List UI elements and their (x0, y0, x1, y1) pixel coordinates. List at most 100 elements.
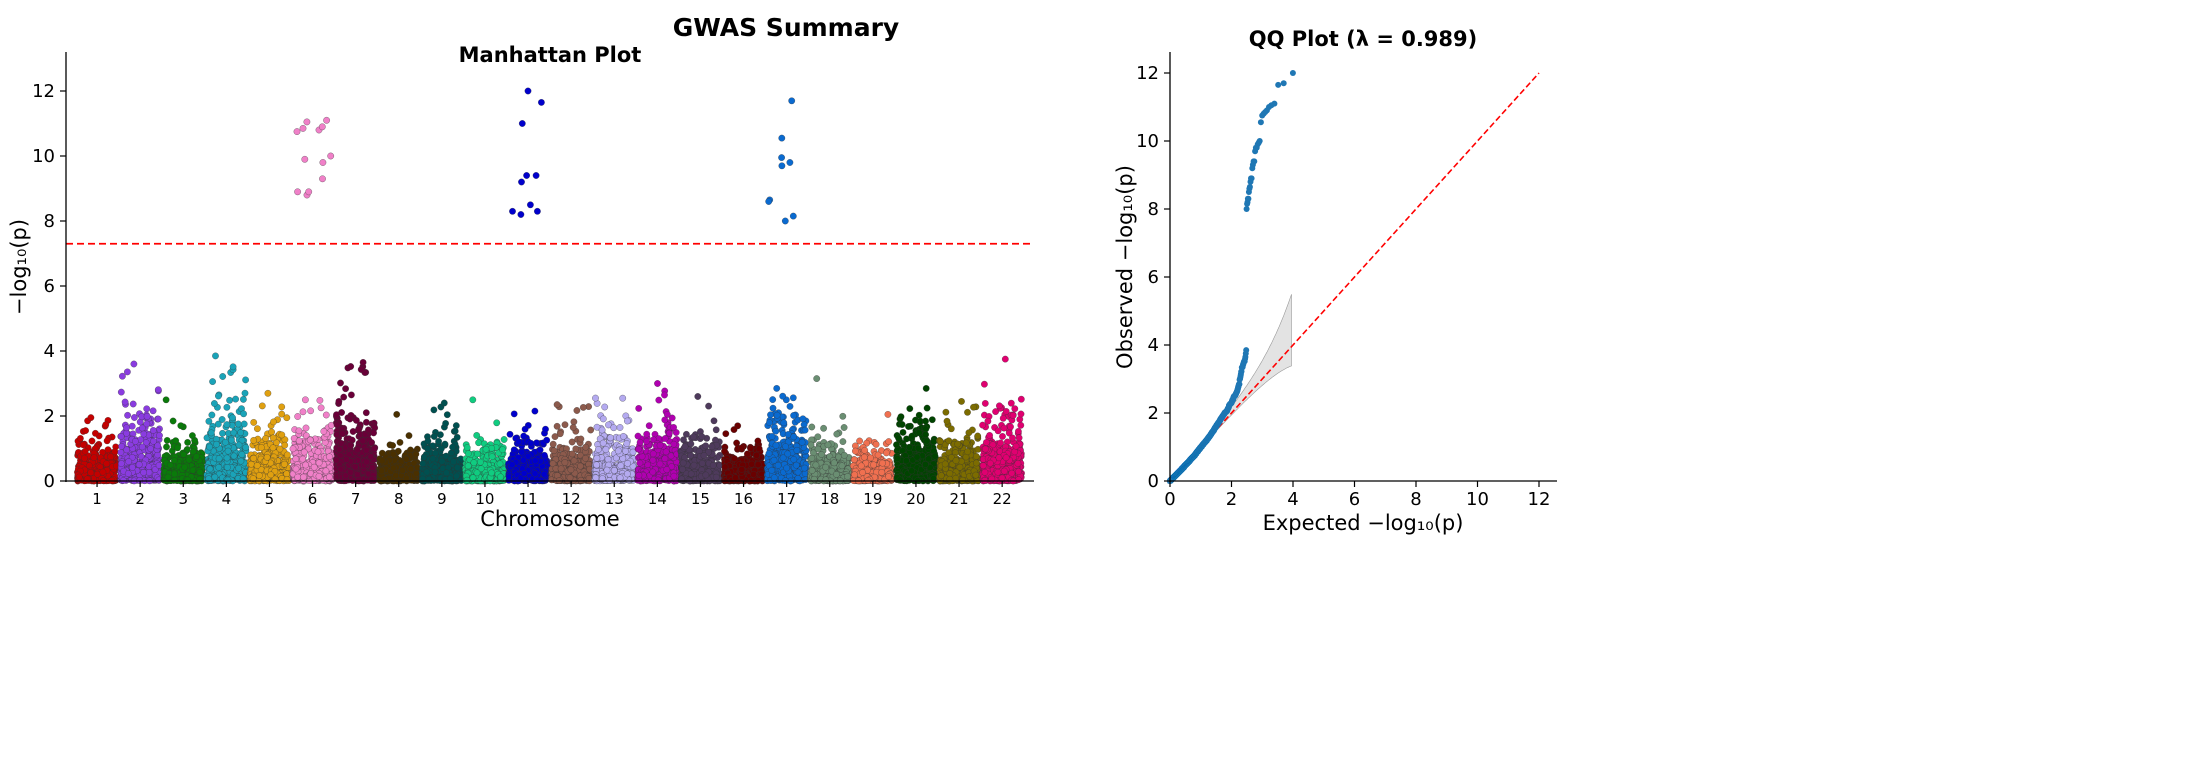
snp-point-chr4 (242, 376, 249, 384)
snp-point-chr7 (333, 456, 340, 464)
snp-point-chr8 (403, 474, 410, 482)
snp-point-chr2 (118, 442, 125, 450)
snp-point-chr5 (247, 460, 255, 468)
manhattan-points (74, 87, 1025, 485)
snp-point-chr6 (305, 188, 313, 196)
snp-point-chr6 (315, 459, 323, 467)
snp-point-chr11 (515, 438, 523, 446)
snp-point-chr3 (164, 473, 172, 481)
snp-point-chr4 (219, 429, 226, 437)
snp-point-chr5 (283, 470, 291, 478)
snp-point-chr6 (294, 473, 302, 481)
snp-point-chr10 (488, 453, 496, 461)
snp-point-chr11 (510, 446, 518, 454)
snp-point-chr7 (333, 411, 340, 419)
snp-point-chr6 (302, 396, 309, 404)
snp-point-chr2 (124, 411, 131, 419)
snp-point-chr2 (117, 433, 125, 440)
snp-point-chr3 (181, 463, 189, 471)
snp-point-chr4 (208, 411, 216, 419)
snp-point-chr11 (527, 439, 535, 447)
snp-point-chr6 (316, 397, 324, 404)
snp-point-chr4 (242, 444, 250, 451)
snp-point-chr1 (77, 435, 84, 442)
snp-point-chr10 (493, 419, 501, 427)
snp-point-chr11 (510, 410, 518, 418)
snp-point-chr4 (209, 378, 216, 385)
snp-point-chr6 (302, 424, 310, 432)
snp-point-chr3 (162, 396, 170, 404)
snp-point-chr2 (140, 430, 148, 438)
snp-point-chr11 (527, 201, 534, 209)
snp-point-chr4 (215, 464, 223, 471)
snp-point-chr5 (255, 472, 263, 479)
snp-point-chr10 (488, 469, 495, 477)
snp-point-chr6 (323, 116, 330, 124)
snp-point-chr3 (185, 456, 193, 464)
snp-point-chr2 (117, 388, 125, 396)
snp-point-chr5 (253, 462, 261, 469)
snp-point-chr10 (474, 450, 481, 458)
snp-point-chr4 (230, 452, 238, 460)
snp-point-chr8 (405, 432, 413, 439)
snp-point-chr6 (302, 461, 309, 469)
snp-point-chr6 (319, 159, 327, 166)
snp-point-chr6 (314, 448, 322, 456)
snp-point-chr11 (518, 120, 526, 127)
snp-point-chr2 (118, 460, 125, 467)
snp-point-chr6 (325, 473, 333, 481)
snp-point-chr7 (368, 439, 375, 446)
snp-point-chr4 (205, 417, 213, 425)
snp-point-chr3 (163, 443, 170, 451)
snp-point-chr10 (463, 476, 471, 484)
snp-point-chr9 (443, 469, 450, 477)
snp-point-chr4 (240, 420, 248, 428)
snp-point-chr8 (399, 467, 406, 474)
snp-point-chr2 (140, 469, 147, 476)
snp-point-chr5 (278, 403, 286, 411)
snp-point-chr7 (336, 446, 343, 453)
snp-point-chr5 (264, 389, 272, 397)
snp-point-chr11 (533, 476, 541, 484)
snp-point-chr7 (363, 458, 371, 466)
snp-point-chr2 (129, 400, 137, 408)
snp-point-chr4 (215, 392, 222, 400)
snp-point-chr8 (412, 450, 420, 458)
snp-point-chr5 (270, 418, 277, 426)
snp-point-chr9 (431, 449, 439, 457)
snp-point-chr4 (215, 455, 223, 462)
snp-point-chr3 (163, 437, 171, 444)
snp-point-chr2 (143, 420, 151, 428)
snp-point-chr1 (75, 473, 83, 481)
snp-point-chr4 (207, 429, 215, 437)
snp-point-chr5 (250, 454, 257, 462)
snp-point-chr7 (337, 465, 345, 473)
snp-point-chr3 (171, 470, 178, 478)
snp-point-chr9 (454, 464, 461, 472)
snp-point-chr2 (131, 414, 138, 421)
snp-point-chr8 (389, 450, 397, 458)
snp-point-chr10 (469, 474, 477, 482)
snp-point-chr3 (171, 457, 178, 464)
snp-point-chr3 (189, 432, 196, 439)
snp-point-chr4 (206, 465, 214, 473)
snp-point-chr5 (267, 471, 275, 479)
snp-point-chr5 (257, 444, 265, 451)
snp-point-chr3 (184, 439, 191, 446)
snp-point-chr9 (451, 427, 459, 435)
snp-point-chr10 (473, 432, 481, 439)
snp-point-chr6 (300, 448, 308, 456)
snp-point-chr1 (102, 421, 110, 429)
snp-point-chr6 (327, 152, 335, 160)
snp-point-chr7 (347, 441, 354, 449)
snp-point-chr11 (520, 470, 528, 477)
snp-point-chr3 (169, 417, 177, 425)
snp-point-chr7 (363, 418, 370, 426)
snp-point-chr11 (517, 211, 525, 218)
snp-point-chr5 (269, 444, 277, 452)
snp-point-chr9 (431, 468, 439, 476)
snp-point-chr7 (353, 417, 360, 424)
snp-point-chr11 (520, 432, 528, 440)
snp-point-chr2 (119, 372, 126, 380)
